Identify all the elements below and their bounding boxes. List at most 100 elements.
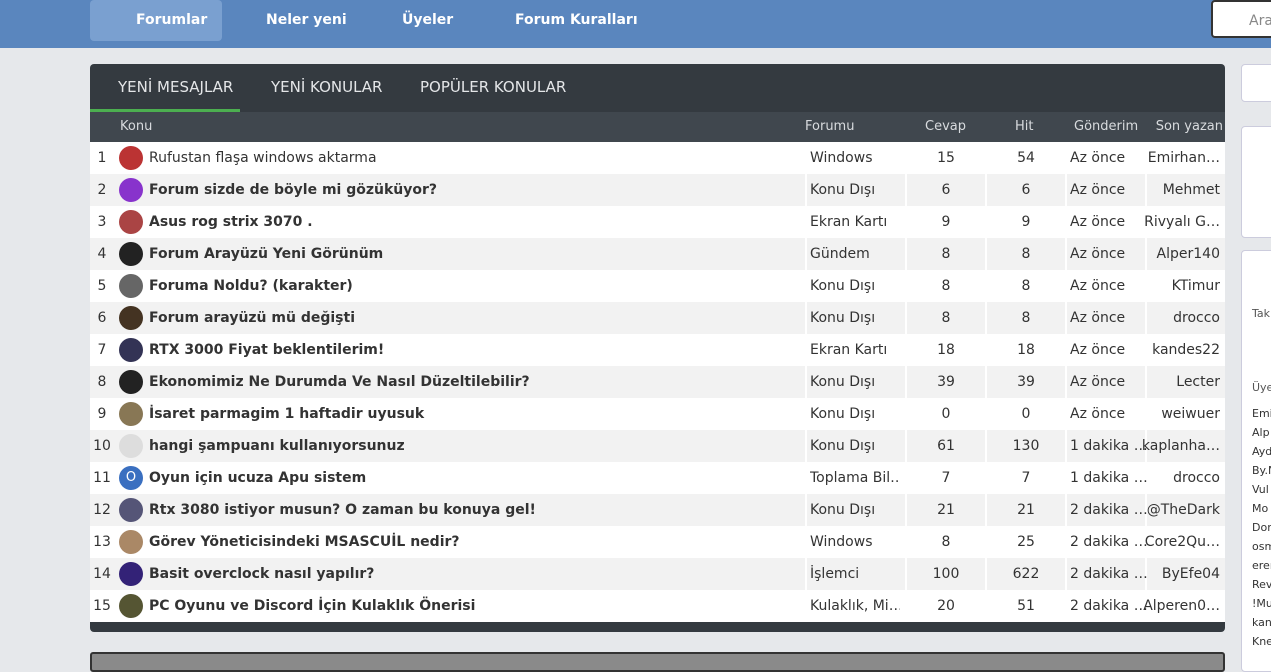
last-poster: Lecter bbox=[1176, 374, 1220, 390]
nav-item[interactable]: Forum Kuralları bbox=[515, 0, 638, 41]
thread-title: Rufustan flaşa windows aktarma bbox=[149, 150, 377, 166]
cell-separator bbox=[1065, 270, 1067, 302]
sidebar-name: Vul bbox=[1252, 483, 1269, 496]
table-row: 13 Görev Yöneticisindeki MSASCUİL nedir? W… bbox=[90, 526, 1225, 558]
tab[interactable]: YENİ MESAJLAR bbox=[90, 64, 240, 112]
table-row: 7 RTX 3000 Fiyat beklentilerim! Ekran Kart… bbox=[90, 334, 1225, 366]
table-row: 12 Rtx 3080 istiyor musun? O zaman bu kon… bbox=[90, 494, 1225, 526]
nav-label: Forum Kuralları bbox=[515, 12, 638, 28]
tab[interactable]: YENİ KONULAR bbox=[271, 64, 382, 112]
row-number: 5 bbox=[97, 278, 107, 294]
reply-count: 8 bbox=[941, 534, 951, 550]
reply-count: 18 bbox=[937, 342, 955, 358]
last-poster: Emirhan… bbox=[1147, 150, 1220, 166]
nav-label: Neler yeni bbox=[266, 12, 347, 28]
post-time: 2 dakika … bbox=[1070, 502, 1148, 518]
thread-title: Foruma Noldu? (karakter) bbox=[149, 278, 353, 294]
next-panel bbox=[90, 652, 1225, 672]
avatar bbox=[119, 434, 143, 458]
cell-separator bbox=[905, 590, 907, 622]
cell-separator bbox=[1065, 366, 1067, 398]
forum-name: Ekran Kartı bbox=[810, 214, 888, 230]
cell-separator bbox=[805, 526, 807, 558]
cell-separator bbox=[1065, 174, 1067, 206]
last-poster: @TheDark bbox=[1146, 502, 1220, 518]
cell-separator bbox=[805, 430, 807, 462]
last-poster: weiwuer bbox=[1161, 406, 1220, 422]
last-poster: Core2Qu… bbox=[1144, 534, 1220, 550]
row-number: 6 bbox=[97, 310, 107, 326]
nav-item[interactable]: Üyeler bbox=[402, 0, 453, 41]
thread-title: Ekonomimiz Ne Durumda Ve Nasıl Düzeltile… bbox=[149, 374, 530, 390]
panel: YENİ MESAJLAR YENİ KONULAR POPÜLER KONUL… bbox=[90, 64, 1225, 632]
cell-separator bbox=[1065, 494, 1067, 526]
post-time: 2 dakika … bbox=[1070, 566, 1148, 582]
forum-name: Windows bbox=[810, 534, 873, 550]
view-count: 25 bbox=[1017, 534, 1035, 550]
cell-separator bbox=[1065, 590, 1067, 622]
forum-name: Konu Dışı bbox=[810, 502, 876, 518]
cell-separator bbox=[805, 142, 807, 174]
forum-name: Gündem bbox=[810, 246, 870, 262]
cell-separator bbox=[905, 206, 907, 238]
cell-separator bbox=[1145, 142, 1147, 174]
cell-separator bbox=[905, 302, 907, 334]
view-count: 8 bbox=[1021, 246, 1031, 262]
cell-separator bbox=[1145, 366, 1147, 398]
cell-separator bbox=[805, 462, 807, 494]
cell-separator bbox=[905, 334, 907, 366]
sidebar-name: osm bbox=[1252, 540, 1271, 553]
nav-label: Forumlar bbox=[136, 12, 208, 28]
forum-name: Toplama Bil… bbox=[810, 470, 900, 486]
table-row: 5 Foruma Noldu? (karakter) Konu Dışı 8 8 Az ö… bbox=[90, 270, 1225, 302]
cell-separator bbox=[985, 238, 987, 270]
sidebar-button[interactable] bbox=[1241, 64, 1271, 102]
thread-title: Asus rog strix 3070 . bbox=[149, 214, 313, 230]
row-number: 10 bbox=[93, 438, 111, 454]
column-header: Konu bbox=[120, 119, 153, 134]
cell-separator bbox=[985, 334, 987, 366]
cell-separator bbox=[1145, 558, 1147, 590]
sidebar-label: Tak bbox=[1252, 307, 1271, 320]
search-box[interactable]: Ara... bbox=[1211, 0, 1271, 38]
search-placeholder: Ara... bbox=[1249, 13, 1271, 29]
cell-separator bbox=[805, 270, 807, 302]
avatar bbox=[119, 370, 143, 394]
nav-item[interactable]: Forumlar bbox=[90, 0, 222, 41]
sidebar-name: Mo bbox=[1252, 502, 1269, 515]
forum-name: Konu Dışı bbox=[810, 182, 876, 198]
cell-separator bbox=[1145, 302, 1147, 334]
cell-separator bbox=[805, 398, 807, 430]
post-time: 2 dakika … bbox=[1070, 598, 1148, 614]
cell-separator bbox=[1145, 462, 1147, 494]
column-header: Son yazan bbox=[1155, 119, 1223, 134]
post-time: Az önce bbox=[1070, 278, 1126, 294]
cell-separator bbox=[805, 302, 807, 334]
nav-item[interactable]: Neler yeni bbox=[266, 0, 347, 41]
cell-separator bbox=[1065, 142, 1067, 174]
cell-separator bbox=[1145, 430, 1147, 462]
cell-separator bbox=[905, 558, 907, 590]
sidebar-name: Ayd bbox=[1252, 445, 1271, 458]
view-count: 54 bbox=[1017, 150, 1035, 166]
post-time: Az önce bbox=[1070, 214, 1126, 230]
row-number: 15 bbox=[93, 598, 111, 614]
reply-count: 100 bbox=[932, 566, 960, 582]
cell-separator bbox=[1145, 238, 1147, 270]
tab[interactable]: POPÜLER KONULAR bbox=[420, 64, 566, 112]
cell-separator bbox=[985, 590, 987, 622]
cell-separator bbox=[985, 398, 987, 430]
cell-separator bbox=[805, 174, 807, 206]
forum-name: Konu Dışı bbox=[810, 438, 876, 454]
reply-count: 8 bbox=[941, 310, 951, 326]
cell-separator bbox=[1065, 430, 1067, 462]
cell-separator bbox=[1145, 270, 1147, 302]
post-time: 1 dakika … bbox=[1070, 470, 1148, 486]
view-count: 622 bbox=[1012, 566, 1040, 582]
cell-separator bbox=[985, 206, 987, 238]
avatar bbox=[119, 402, 143, 426]
sidebar-label: Üye bbox=[1252, 381, 1271, 394]
tab-label: YENİ KONULAR bbox=[271, 78, 383, 96]
nav-label: Üyeler bbox=[402, 12, 454, 28]
cell-separator bbox=[905, 526, 907, 558]
